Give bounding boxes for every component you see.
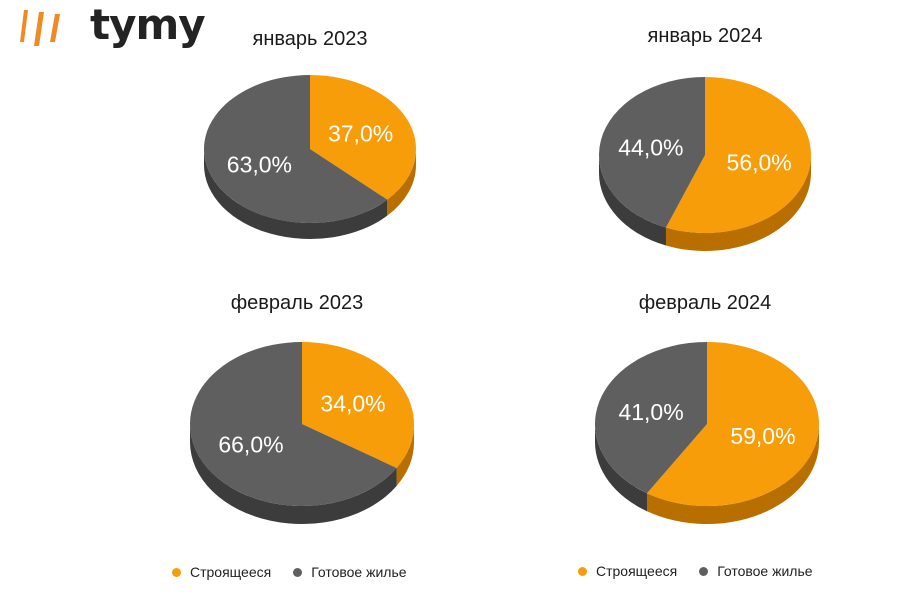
pie-title-feb-2024: февраль 2024 [638, 292, 772, 314]
pie-slice-ready [595, 342, 707, 494]
pie-chart-jan-2023: 37,0% 63,0% [204, 75, 416, 239]
pie-data-label-ready: 63,0% [227, 151, 292, 177]
legend-building-label: Строящееся [190, 564, 272, 580]
pie-side-building [396, 424, 414, 486]
legend-ready-label: Готовое жилье [311, 564, 407, 580]
pie-slice-ready [204, 75, 388, 223]
brand-name: tymy [90, 0, 206, 49]
legend-ready-swatch [699, 566, 709, 576]
legend-ready-swatch [293, 567, 303, 577]
pie-slice-building [665, 77, 811, 233]
pie-chart-feb-2024: 59,0% 41,0% [595, 342, 819, 524]
pie-side-building [646, 424, 819, 524]
pie-data-label-ready: 41,0% [618, 399, 683, 425]
pie-title-feb-2023: февраль 2023 [230, 292, 364, 314]
pie-title-jan-2023: январь 2023 [252, 28, 368, 50]
legend-left: Строящееся Готовое жилье [172, 564, 429, 580]
pie-slice-building [646, 342, 819, 506]
pie-side-building [387, 149, 416, 216]
pie-side-ready [190, 424, 397, 524]
pie-slice-ready [599, 77, 705, 228]
pie-slice-building [302, 342, 414, 468]
pie-slice-ready [190, 342, 397, 506]
pie-chart-feb-2023: 34,0% 66,0% [190, 342, 414, 524]
legend-building-swatch [578, 566, 587, 576]
logo-mark-icon [20, 10, 60, 46]
legend-building-label: Строящееся [596, 563, 678, 579]
pie-data-label-building: 59,0% [730, 423, 795, 449]
legend-right: Строящееся Готовое жилье [578, 563, 835, 579]
pie-side-ready [599, 155, 666, 246]
pie-slice-building [310, 75, 416, 200]
pie-data-label-ready: 44,0% [618, 134, 683, 160]
pie-side-ready [595, 424, 647, 512]
pie-side-building [665, 155, 811, 251]
pie-data-label-ready: 66,0% [218, 432, 283, 458]
pie-data-label-building: 34,0% [320, 390, 385, 416]
pie-data-label-building: 37,0% [328, 121, 393, 147]
legend-building-swatch [172, 567, 181, 577]
pie-title-jan-2024: январь 2024 [647, 25, 763, 47]
brand-logo: tymy [14, 0, 206, 50]
pie-data-label-building: 56,0% [727, 150, 792, 176]
pie-side-ready [204, 149, 388, 239]
pie-chart-jan-2024: 56,0% 44,0% [599, 77, 811, 251]
legend-ready-label: Готовое жилье [717, 563, 813, 579]
